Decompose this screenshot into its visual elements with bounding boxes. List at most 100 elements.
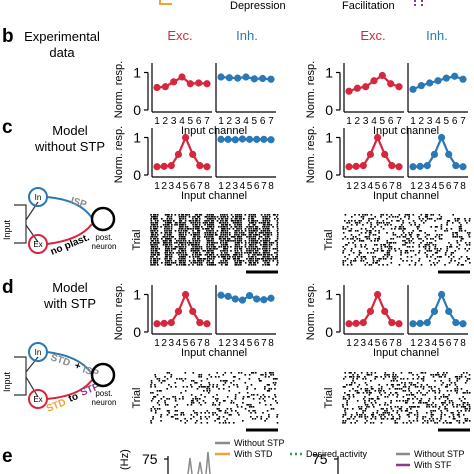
data-point [434, 77, 442, 85]
x-tick-label: 6 [260, 116, 266, 127]
x-tick-label: 4 [240, 338, 246, 349]
data-point [366, 307, 375, 315]
x-tick-label: 1 [218, 116, 224, 127]
panel-c-title-line2: without STP [34, 139, 105, 154]
data-point [245, 292, 254, 300]
data-point [153, 163, 161, 171]
data-point [170, 78, 178, 86]
x-tick-label: 5 [247, 181, 253, 192]
data-point [181, 133, 190, 142]
depression-label: Depression [230, 0, 286, 12]
diagram-d-in-label: In [35, 348, 42, 357]
x-tick-label: 7 [453, 338, 459, 349]
y-axis-label: Norm. resp. [113, 61, 125, 118]
x-tick-label: 4 [176, 338, 182, 349]
spike-raster [342, 372, 471, 424]
diagram-c-post-neuron-icon [90, 206, 116, 232]
y-tick-label: 1 [325, 287, 333, 303]
data-point [426, 79, 434, 87]
data-point [353, 84, 361, 92]
y-tick-label: 0 [133, 167, 141, 183]
data-point [245, 135, 254, 143]
data-point [452, 319, 460, 327]
x-tick-label: 1 [154, 338, 160, 349]
x-tick-label: 3 [361, 181, 367, 192]
x-tick-label: 5 [375, 338, 381, 349]
y-axis-label: Norm. resp. [113, 283, 125, 340]
x-tick-label: 5 [183, 181, 189, 192]
data-point [395, 83, 403, 91]
diagram-c-post-label: post. [95, 233, 112, 242]
x-tick-label: 7 [389, 338, 395, 349]
panel-letter-b: b [2, 26, 14, 47]
x-tick-label: 3 [427, 116, 433, 127]
data-point [189, 150, 197, 158]
x-tick-label: 5 [380, 116, 386, 127]
data-point [345, 163, 353, 171]
diagram-d-to-label: to [67, 391, 80, 405]
x-tick-label: 1 [154, 116, 160, 127]
legend-exc-left: Exc. [167, 28, 192, 43]
data-point [388, 162, 396, 170]
diagram-c-ex-label: Ex [33, 240, 42, 249]
panel-e-ytick-right: 75 [312, 451, 328, 467]
x-tick-label: 3 [363, 116, 369, 127]
legend-inh-left: Inh. [236, 28, 258, 43]
x-axis-label: Input channel [373, 347, 439, 359]
x-tick-label: 4 [176, 181, 182, 192]
x-tick-label: 2 [225, 181, 231, 192]
data-point [242, 73, 250, 81]
x-axis-label: Input channel [373, 125, 439, 137]
x-tick-label: 8 [204, 338, 210, 349]
x-tick-label: 2 [355, 116, 361, 127]
x-tick-label: 5 [375, 181, 381, 192]
network-diagram-with-stp: Input In Ex STD + ISP STD to STF post. n… [2, 342, 117, 415]
legend-desired-label: Desired activity [306, 449, 368, 459]
data-point [217, 291, 225, 299]
panel-letter-d: d [2, 277, 14, 298]
x-tick-label: 1 [154, 181, 160, 192]
data-point [181, 290, 190, 299]
data-point [253, 295, 261, 303]
y-tick-label: 0 [133, 102, 141, 118]
x-tick-label: 7 [197, 338, 203, 349]
data-point [224, 292, 232, 300]
x-tick-label: 6 [446, 338, 452, 349]
x-tick-label: 2 [163, 116, 169, 127]
data-point [423, 319, 431, 327]
raster-c-facilitation: Trial [323, 214, 471, 274]
x-tick-label: 6 [190, 338, 196, 349]
data-point [409, 163, 417, 171]
data-point [153, 320, 161, 328]
diagram-d-neuron-label: neuron [92, 398, 117, 407]
x-tick-label: 1 [218, 338, 224, 349]
raster-c-depression: Trial [131, 214, 279, 274]
data-point [231, 136, 239, 144]
x-tick-label: 3 [171, 116, 177, 127]
y-tick-label: 0 [325, 102, 333, 118]
x-tick-label: 2 [227, 116, 233, 127]
data-point [253, 135, 261, 143]
x-tick-label: 1 [346, 338, 352, 349]
data-point [442, 74, 450, 82]
x-axis-label: Input channel [181, 125, 247, 137]
network-diagram-without-stp: Input In Ex ISP no plast. post. neuron [2, 187, 116, 258]
data-point [388, 319, 396, 327]
data-point [459, 75, 467, 83]
x-tick-label: 3 [235, 116, 241, 127]
trial-label: Trial [131, 388, 143, 409]
data-point [345, 320, 353, 328]
x-tick-label: 7 [204, 116, 210, 127]
panel-d-title-line1: Model [52, 280, 88, 295]
x-tick-label: 6 [254, 181, 260, 192]
x-tick-label: 7 [460, 116, 466, 127]
raster-d-facilitation: Trial [323, 372, 471, 432]
x-axis-label: Input channel [181, 190, 247, 202]
data-point [260, 135, 268, 143]
facilitation-label: Facilitation [342, 0, 395, 12]
data-point [186, 80, 194, 88]
